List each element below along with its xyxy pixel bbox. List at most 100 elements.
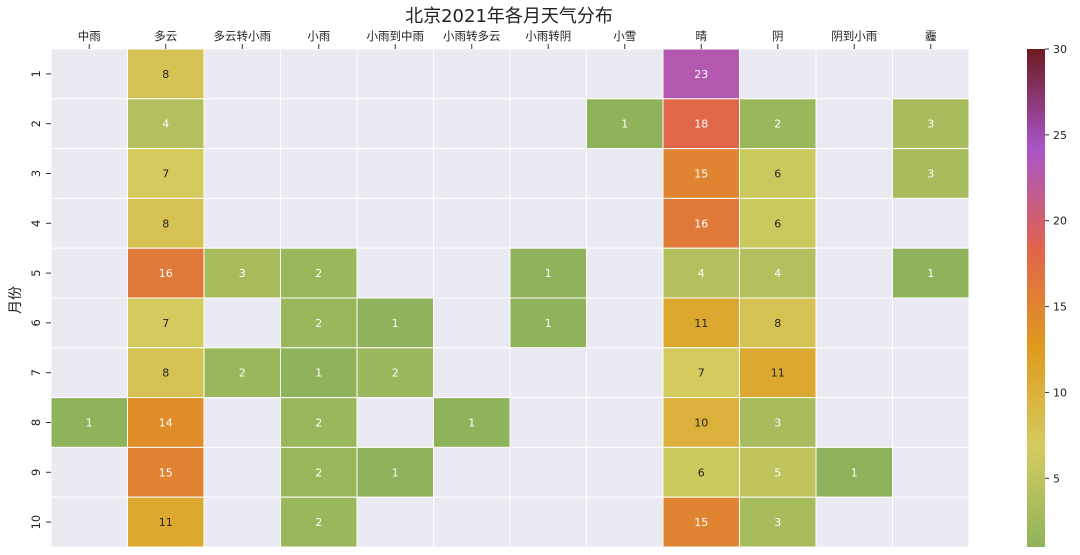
cell-value-label: 1 (392, 317, 399, 330)
cell-value-label: 1 (621, 118, 628, 131)
x-tick-label: 晴 (696, 29, 708, 43)
heatmap-cell (203, 446, 281, 498)
cell-value-label: 1 (468, 417, 475, 430)
cell-value-label: 1 (545, 267, 552, 280)
heatmap-cell (815, 397, 893, 448)
heatmap-cell (203, 98, 281, 150)
cell-value-label: 1 (315, 367, 322, 380)
heatmap-cell (280, 496, 358, 548)
y-axis-title: 月份 (8, 286, 24, 314)
chart-title: 北京2021年各月天气分布 (405, 6, 613, 27)
x-tick-label: 多云转小雨 (214, 29, 272, 43)
heatmap-cell (356, 98, 434, 150)
heatmap-cell (662, 48, 740, 100)
heatmap-cell (203, 496, 281, 548)
heatmap-cell (203, 397, 281, 448)
heatmap-cell (433, 247, 511, 299)
x-tick-label: 小雨 (307, 29, 330, 43)
cell-value-label: 3 (774, 516, 781, 529)
heatmap-cell (50, 347, 128, 399)
cell-value-label: 8 (774, 317, 781, 330)
heatmap-cell (50, 496, 128, 548)
heatmap-cell (586, 148, 664, 199)
heatmap-cell (50, 148, 128, 199)
heatmap-cell (815, 496, 893, 548)
heatmap-cell (127, 148, 205, 199)
cell-value-label: 8 (162, 367, 169, 380)
heatmap-cell (280, 247, 358, 299)
heatmap-cell (892, 446, 970, 498)
heatmap-cell (280, 297, 358, 349)
heatmap-cell (356, 197, 434, 249)
colorbar-tick-label: 20 (1053, 215, 1067, 228)
x-tick-label: 阴到小雨 (831, 29, 877, 43)
x-tick-label: 小雨到中雨 (367, 29, 425, 43)
y-tick-label: 1 (29, 70, 43, 77)
heatmap-cell (127, 297, 205, 349)
y-axis-ticks: 1 2 3 4 5 6 7 8 9 10 (29, 70, 51, 529)
cell-value-label: 2 (315, 317, 322, 330)
colorbar-tick-label: 5 (1053, 472, 1060, 485)
heatmap-cell (586, 197, 664, 249)
heatmap-cell (50, 247, 128, 299)
cell-value-label: 1 (545, 317, 552, 330)
heatmap-cell (127, 98, 205, 150)
cell-value-label: 6 (774, 217, 781, 230)
heatmap-cell (433, 397, 511, 448)
heatmap-cell (815, 446, 893, 498)
cell-value-label: 11 (771, 367, 785, 380)
cell-value-label: 16 (694, 217, 708, 230)
x-tick-label: 霾 (925, 29, 937, 43)
cell-value-label: 14 (159, 417, 173, 430)
heatmap-cell (892, 397, 970, 448)
cell-value-label: 4 (774, 267, 781, 280)
heatmap-cell (356, 347, 434, 399)
cell-value-label: 7 (162, 168, 169, 181)
cell-value-label: 3 (927, 118, 934, 131)
cell-value-label: 2 (774, 118, 781, 131)
heatmap-cell (815, 197, 893, 249)
cell-value-label: 2 (315, 267, 322, 280)
heatmap-cell (127, 496, 205, 548)
heatmap-cell (433, 446, 511, 498)
heatmap-cell (127, 347, 205, 399)
cell-value-label: 7 (162, 317, 169, 330)
colorbar-tick-label: 10 (1053, 386, 1067, 399)
y-tick-label: 6 (29, 319, 43, 326)
heatmap-cell (356, 446, 434, 498)
heatmap-cell (50, 98, 128, 150)
cell-value-label: 4 (162, 118, 169, 131)
heatmap-cell (433, 297, 511, 349)
heatmap-cell (586, 48, 664, 100)
heatmap-cell (50, 48, 128, 100)
heatmap-cell (739, 197, 817, 249)
heatmap-cell (892, 247, 970, 299)
heatmap-cell (739, 247, 817, 299)
cell-value-label: 10 (694, 417, 708, 430)
heatmap-cell (509, 347, 587, 399)
heatmap-cell (433, 197, 511, 249)
heatmap-cell (203, 297, 281, 349)
heatmap-cell (586, 397, 664, 448)
heatmap-cell (586, 496, 664, 548)
x-tick-label: 多云 (154, 29, 177, 43)
cell-value-label: 2 (392, 367, 399, 380)
cell-value-label: 4 (698, 267, 705, 280)
heatmap-cell (815, 247, 893, 299)
heatmap-cell (433, 496, 511, 548)
heatmap-cell (203, 48, 281, 100)
heatmap-cell (739, 98, 817, 150)
heatmap-cell (509, 98, 587, 150)
cell-value-label: 2 (315, 516, 322, 529)
heatmap-cell (127, 197, 205, 249)
heatmap-cell (586, 297, 664, 349)
x-tick-label: 小雪 (613, 29, 636, 43)
colorbar: 5 10 15 20 25 30 (1027, 43, 1067, 547)
heatmap-cell (586, 446, 664, 498)
cell-value-label: 1 (927, 267, 934, 280)
heatmap-cell (356, 397, 434, 448)
heatmap-cell (50, 297, 128, 349)
heatmap-cell (356, 48, 434, 100)
y-tick-label: 3 (29, 170, 43, 177)
cell-value-label: 15 (159, 466, 173, 479)
